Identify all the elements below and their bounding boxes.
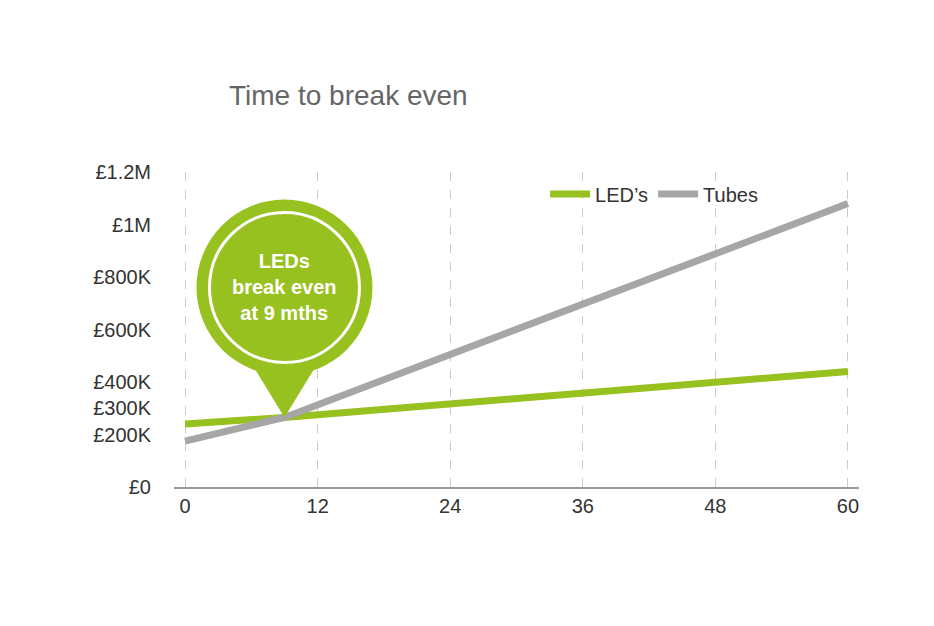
svg-text:£800K: £800K [93,266,151,288]
svg-text:12: 12 [307,495,329,517]
svg-text:LEDsbreak evenat 9 mths: LEDsbreak evenat 9 mths [232,250,337,324]
svg-text:36: 36 [572,495,594,517]
svg-text:Tubes: Tubes [703,184,758,206]
svg-text:£1M: £1M [112,214,151,236]
svg-text:£400K: £400K [93,371,151,393]
svg-text:£1.2M: £1.2M [95,161,151,183]
svg-text:£0: £0 [129,476,151,498]
svg-text:60: 60 [837,495,859,517]
svg-text:0: 0 [179,495,190,517]
svg-text:48: 48 [704,495,726,517]
svg-text:£200K: £200K [93,424,151,446]
svg-text:£600K: £600K [93,319,151,341]
svg-text:24: 24 [439,495,461,517]
svg-text:£300K: £300K [93,397,151,419]
svg-text:Time to break even: Time to break even [229,80,468,111]
svg-text:LED’s: LED’s [595,184,648,206]
